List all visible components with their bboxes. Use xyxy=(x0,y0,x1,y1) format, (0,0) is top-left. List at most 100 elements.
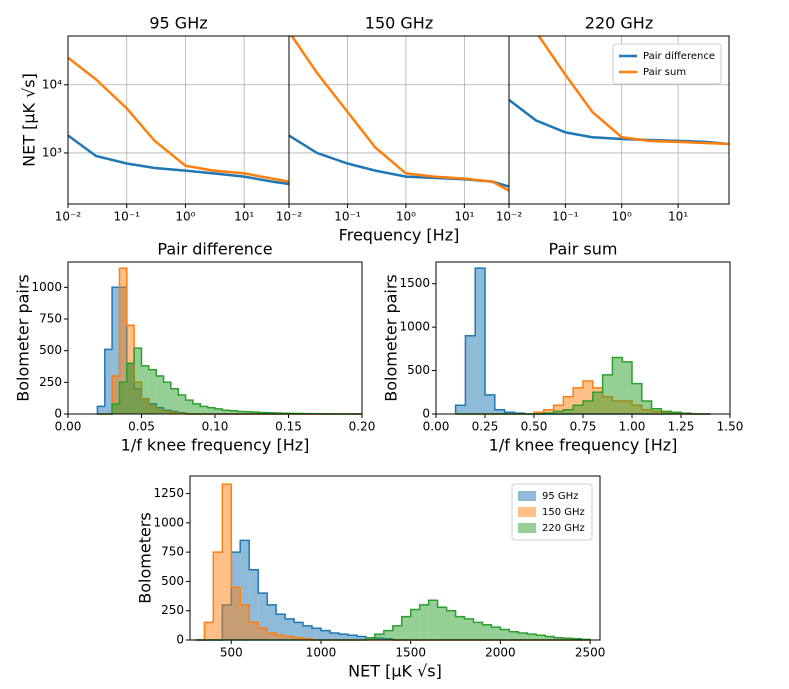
bar xyxy=(303,625,313,640)
bar xyxy=(104,349,113,414)
bar xyxy=(504,412,515,414)
x-tick-label: 0.00 xyxy=(55,420,82,434)
bar xyxy=(553,411,564,414)
legend-label: 95 GHz xyxy=(542,491,578,502)
panel: 10⁻² 10⁻¹ 10⁰ 10¹ 220 GHz Pair difference Pair… xyxy=(496,14,730,224)
panel-title: 95 GHz xyxy=(149,14,207,33)
y-tick-label: 1500 xyxy=(399,276,430,290)
bar xyxy=(545,636,555,640)
x-tick-label: 0.15 xyxy=(275,420,302,434)
bar xyxy=(419,604,429,640)
x-axis-label: 1/f knee frequency [Hz] xyxy=(489,436,678,455)
y-tick-label: 750 xyxy=(161,545,184,559)
y-axis-label: NET [μK √s] xyxy=(20,73,39,167)
x-tick-label: 0.10 xyxy=(202,420,229,434)
line xyxy=(509,98,729,146)
legend-label: Pair sum xyxy=(643,67,686,78)
x-tick-label: 0.75 xyxy=(570,420,597,434)
x-tick-label: 10⁰ xyxy=(175,210,195,224)
y-axis-label: Bolometer pairs xyxy=(14,274,33,402)
bar xyxy=(482,624,492,640)
bar xyxy=(294,637,304,640)
bar xyxy=(464,618,474,640)
x-tick-label: 500 xyxy=(220,646,243,660)
panel-title: 150 GHz xyxy=(365,14,433,33)
x-tick-label: 10¹ xyxy=(234,210,254,224)
bar xyxy=(500,629,510,640)
legend-label: 150 GHz xyxy=(542,507,585,518)
y-tick-label: 0 xyxy=(422,407,430,421)
bar xyxy=(163,382,171,414)
legend-label: Pair difference xyxy=(643,51,715,62)
bar xyxy=(112,376,120,414)
y-tick-label: 250 xyxy=(161,603,184,617)
bar xyxy=(651,408,662,414)
bar xyxy=(285,636,295,640)
y-tick-label: 1000 xyxy=(31,280,62,294)
x-tick-label: 1.25 xyxy=(668,420,695,434)
y-tick-label: 1250 xyxy=(153,486,184,500)
y-tick-label: 750 xyxy=(39,312,62,326)
x-tick-label: 10¹ xyxy=(454,210,474,224)
bar xyxy=(258,593,268,640)
bar xyxy=(267,632,277,640)
bar xyxy=(200,406,208,414)
bar xyxy=(612,357,623,414)
x-tick-label: 10⁻² xyxy=(496,210,523,224)
bar xyxy=(285,618,295,640)
x-tick-label: 1.50 xyxy=(717,420,744,434)
panel: 0.00 0.05 0.10 0.15 0.20 0 250 500 750 1000 Pair d… xyxy=(14,240,376,455)
x-tick-label: 10⁰ xyxy=(396,210,416,224)
x-axis-label: 1/f knee frequency [Hz] xyxy=(121,436,310,455)
panel: 10⁻² 10⁻¹ 10⁰ 10¹ 150 GHz Frequency [Hz] xyxy=(276,14,510,245)
bar xyxy=(329,632,339,640)
x-tick-label: 1000 xyxy=(306,646,337,660)
bar xyxy=(383,630,393,640)
bar xyxy=(258,628,268,640)
bar xyxy=(401,616,411,640)
panel: 10⁻² 10⁻¹ 10⁰ 10¹ 10³ 10⁴ 95 GHz NET [μK √s] xyxy=(20,14,290,224)
x-tick-label: 0.25 xyxy=(472,420,499,434)
axes-frame xyxy=(508,35,730,205)
line xyxy=(290,36,509,192)
bar xyxy=(244,411,252,414)
bar xyxy=(583,380,593,414)
bar xyxy=(347,635,357,640)
bar xyxy=(553,405,564,414)
bar xyxy=(178,395,186,414)
legend-label: 220 GHz xyxy=(542,523,585,534)
bar xyxy=(222,484,232,640)
x-tick-label: 2500 xyxy=(575,646,606,660)
bar xyxy=(204,622,214,640)
x-tick-label: 10⁻¹ xyxy=(552,210,579,224)
y-axis-label: Bolometer pairs xyxy=(382,274,401,402)
bar xyxy=(170,388,179,414)
bar xyxy=(231,587,241,640)
bar xyxy=(192,403,201,414)
panel-title: Pair sum xyxy=(549,240,618,259)
bar xyxy=(365,637,375,640)
bar xyxy=(213,552,223,640)
bar xyxy=(156,376,164,414)
x-tick-label: 0.00 xyxy=(423,420,450,434)
bar xyxy=(475,268,485,414)
bar xyxy=(622,361,632,414)
bar xyxy=(229,410,238,414)
bar xyxy=(320,630,330,640)
bar xyxy=(356,636,366,640)
bar xyxy=(473,622,483,640)
panel-title: Pair difference xyxy=(157,240,272,259)
bar xyxy=(267,604,277,640)
panel-title: 220 GHz xyxy=(585,14,653,33)
bar xyxy=(455,616,465,640)
y-tick-label: 1000 xyxy=(153,515,184,529)
bar xyxy=(602,374,613,414)
bar xyxy=(509,631,519,640)
bar xyxy=(583,400,593,414)
legend-box xyxy=(612,43,722,85)
bar xyxy=(536,635,546,640)
bar xyxy=(455,405,466,414)
bar xyxy=(141,365,149,414)
y-tick-label: 500 xyxy=(407,363,430,377)
